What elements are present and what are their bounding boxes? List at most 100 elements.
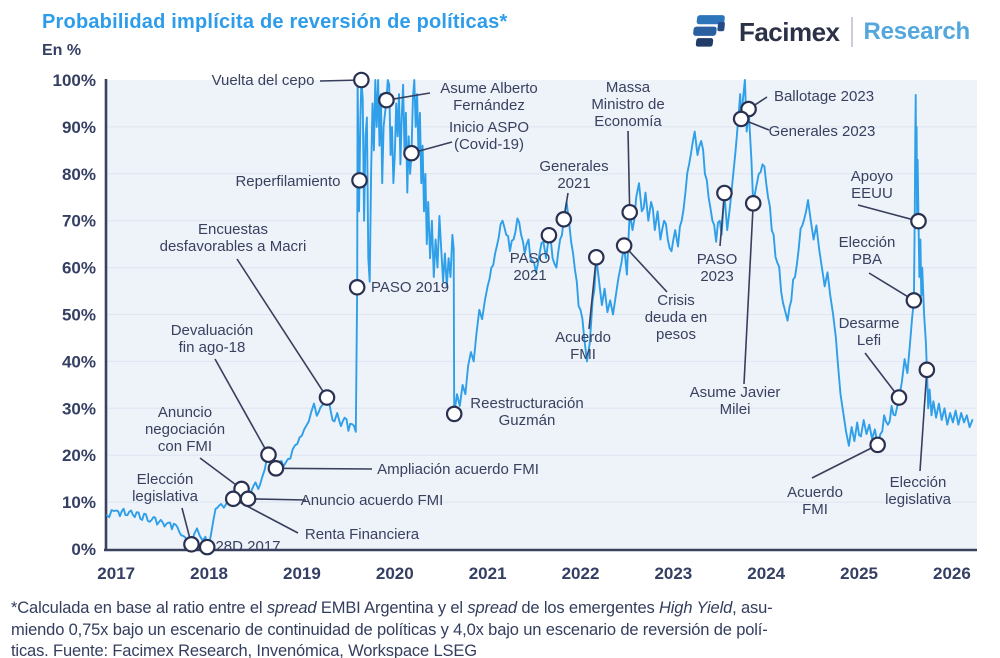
annotation-label-massa-ministro-economia: Ministro de <box>591 96 664 113</box>
annotation-label-eleccion-legislativa-2017: legislativa <box>132 488 199 505</box>
event-marker-reperfilamiento <box>351 172 368 189</box>
annotation-label-paso-2021: PASO <box>510 250 551 267</box>
y-tick-label: 0% <box>71 540 96 559</box>
event-marker-eleccion-pba <box>905 292 923 309</box>
annotation-label-acuerdo-fmi-2022: Acuerdo <box>555 329 611 346</box>
event-marker-apoyo-eeuu <box>910 212 927 230</box>
event-marker-asume-javier-milei <box>744 195 762 212</box>
y-tick-label: 100% <box>53 71 96 90</box>
y-tick-label: 10% <box>62 493 96 512</box>
annotation-label-vuelta-cepo: Vuelta del cepo <box>212 72 315 89</box>
annotation-label-inicio-aspo: Inicio ASPO <box>449 119 529 136</box>
x-tick-label: 2021 <box>469 564 507 583</box>
annotation-label-ballotage-2023: Ballotage 2023 <box>774 88 874 105</box>
event-marker-reestructuracion-guzman <box>445 405 463 423</box>
event-marker-renta-financiera <box>224 490 242 508</box>
footnote-line: *Calculada en base al ratio entre el spr… <box>11 599 773 617</box>
x-tick-label: 2017 <box>97 564 135 583</box>
annotation-label-desarme-lefi: Lefi <box>857 332 881 349</box>
annotation-label-reestructuracion-guzman: Guzmán <box>499 412 556 429</box>
annotation-label-eleccion-legislativa-2025: legislativa <box>885 491 952 508</box>
annotation-label-anuncio-negociacion-fmi: con FMI <box>158 438 212 455</box>
annotation-label-paso-2023: 2023 <box>700 268 733 285</box>
annotation-label-eleccion-pba: Elección <box>839 234 896 251</box>
event-marker-encuestas-macri <box>318 389 336 406</box>
event-marker-paso-2019 <box>348 278 366 296</box>
annotation-label-encuestas-macri: desfavorables a Macri <box>160 238 307 255</box>
event-marker-generales-2023 <box>732 110 750 128</box>
annotation-label-generales-2023: Generales 2023 <box>769 123 876 140</box>
annotation-label-massa-ministro-economia: Massa <box>606 79 651 96</box>
annotation-label-generales-2021: 2021 <box>557 175 590 192</box>
annotation-label-asume-javier-milei: Asume Javier <box>690 384 781 401</box>
annotation-label-paso-2019: PASO 2019 <box>371 279 449 296</box>
annotation-label-asume-javier-milei: Milei <box>720 401 751 418</box>
event-marker-paso-2023 <box>716 184 733 202</box>
facimex-stacked-bars-icon <box>693 15 725 47</box>
annotation-label-devaluacion-fin-ago-18: fin ago-18 <box>179 339 246 356</box>
annotation-label-acuerdo-fmi-2022: FMI <box>570 346 596 363</box>
event-marker-inicio-aspo <box>403 144 420 162</box>
annotation-leader-massa-ministro-economia <box>627 130 631 213</box>
footnote-line: ticas. Fuente: Facimex Research, Invenóm… <box>11 642 477 658</box>
y-tick-label: 30% <box>62 399 96 418</box>
annotation-label-encuestas-macri: Encuestas <box>198 221 268 238</box>
event-marker-acuerdo-fmi-2022 <box>587 248 605 266</box>
annotation-leader-crisis-deuda-pesos <box>623 245 668 293</box>
logo-bar-tab <box>717 22 725 32</box>
annotation-label-acuerdo-fmi-2025: FMI <box>802 501 828 518</box>
annotation-label-devaluacion-fin-ago-18: Devaluación <box>171 322 254 339</box>
event-marker-anuncio-acuerdo-fmi <box>239 490 257 508</box>
event-marker-devaluacion-fin-ago-18 <box>260 446 277 464</box>
annotation-label-crisis-deuda-pesos: Crisis <box>657 292 695 309</box>
x-tick-label: 2026 <box>933 564 971 583</box>
y-tick-label: 20% <box>62 446 96 465</box>
probability-series-line <box>105 79 974 549</box>
annotation-label-crisis-deuda-pesos: pesos <box>656 326 696 343</box>
event-marker-generales-2021 <box>555 210 573 228</box>
event-marker-acuerdo-fmi-2025 <box>869 436 886 454</box>
annotation-leader-ampliacion-acuerdo-fmi <box>275 467 373 470</box>
event-marker-massa-ministro-economia <box>621 203 639 221</box>
annotation-leader-devaluacion-fin-ago-18 <box>214 358 270 456</box>
annotation-leader-paso-2023 <box>719 192 726 247</box>
annotation-leader-acuerdo-fmi-2025 <box>811 444 879 479</box>
annotation-leader-anuncio-acuerdo-fmi <box>248 498 307 501</box>
annotation-label-eleccion-legislativa-2025: Elección <box>890 474 947 491</box>
annotation-label-anuncio-negociacion-fmi: Anuncio <box>158 404 212 421</box>
x-tick-label: 2025 <box>840 564 878 583</box>
annotation-leader-eleccion-legislativa-2025 <box>919 369 928 472</box>
logo-bar-top <box>696 15 725 25</box>
x-tick-label: 2018 <box>190 564 228 583</box>
logo-divider <box>850 17 853 47</box>
annotation-leader-encuestas-macri <box>236 258 328 398</box>
annotation-label-asume-alberto-fernandez: Fernández <box>453 97 525 114</box>
x-tick-label: 2023 <box>654 564 692 583</box>
event-marker-eleccion-legislativa-2017 <box>183 536 200 553</box>
annotation-label-reestructuracion-guzman: Reestructuración <box>470 395 583 412</box>
annotation-label-acuerdo-fmi-2025: Acuerdo <box>787 484 843 501</box>
annotation-label-crisis-deuda-pesos: deuda en <box>645 309 708 326</box>
event-marker-crisis-deuda-pesos <box>615 237 633 254</box>
annotation-label-asume-alberto-fernandez: Asume Alberto <box>440 80 538 97</box>
x-tick-label: 2024 <box>747 564 785 583</box>
x-tick-label: 2019 <box>283 564 321 583</box>
annotation-label-apoyo-eeuu: EEUU <box>851 185 893 202</box>
y-tick-label: 70% <box>62 212 96 231</box>
logo-brand-text: Facimex <box>738 16 840 47</box>
probability-line-chart: 0% 10% 20% 30% 40% 50% 60% 70% 80% 90% 100% 2017 201… <box>53 71 977 583</box>
annotation-label-apoyo-eeuu: Apoyo <box>851 168 894 185</box>
annotation-label-ampliacion-acuerdo-fmi: Ampliación acuerdo FMI <box>377 461 539 478</box>
y-axis-unit-label: En % <box>42 42 82 59</box>
annotation-leader-desarme-lefi <box>864 352 900 398</box>
footnote: *Calculada en base al ratio entre el spr… <box>11 598 996 658</box>
annotation-label-reperfilamiento: Reperfilamiento <box>235 173 340 190</box>
event-marker-eleccion-legislativa-2025 <box>918 361 936 379</box>
annotation-leader-eleccion-pba <box>868 272 915 302</box>
footnote-line: miendo 0,75x bajo un escenario de contin… <box>11 620 768 639</box>
logo-bar-middle <box>693 26 717 36</box>
annotation-leader-apoyo-eeuu <box>857 204 919 222</box>
annotation-leader-asume-javier-milei <box>743 203 755 385</box>
annotation-label-paso-2023: PASO <box>697 251 738 268</box>
annotation-label-renta-financiera: Renta Financiera <box>305 526 420 543</box>
